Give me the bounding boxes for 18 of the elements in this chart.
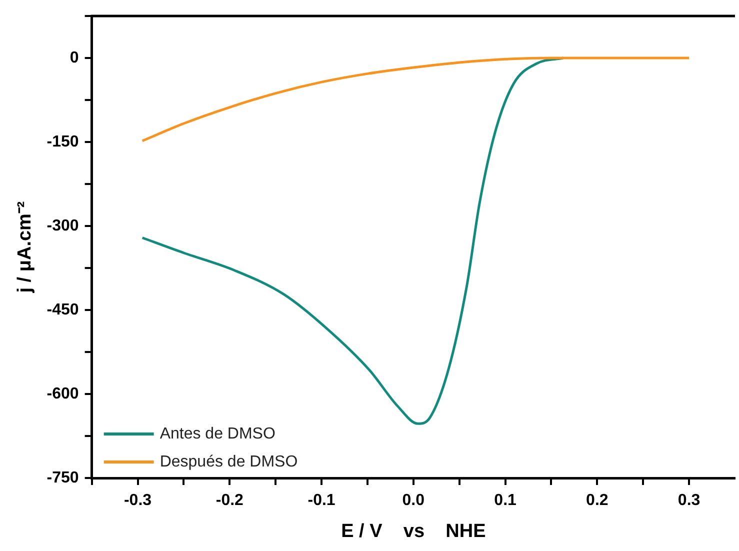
x-tick-label: -0.3 bbox=[124, 492, 152, 510]
x-tick-label: 0.0 bbox=[402, 492, 425, 510]
x-tick-label: -0.2 bbox=[216, 492, 244, 510]
line-series bbox=[141, 56, 690, 142]
x-tick-label: -0.1 bbox=[308, 492, 336, 510]
y-tick-label: -750 bbox=[46, 469, 79, 486]
legend-label: Antes de DMSO bbox=[160, 425, 276, 442]
x-axis-title: E / V vs NHE bbox=[341, 520, 486, 542]
x-tick-label: 0.1 bbox=[494, 492, 517, 510]
y-tick-label: -600 bbox=[46, 385, 79, 402]
x-tick-label: 0.3 bbox=[678, 492, 700, 510]
x-tick-label: 0.2 bbox=[586, 492, 608, 510]
y-tick-label: -150 bbox=[46, 133, 79, 150]
y-tick-label: -450 bbox=[46, 301, 79, 318]
y-axis-title: j / μA.cm⁻² bbox=[14, 201, 36, 294]
y-tick-label: 0 bbox=[70, 49, 79, 66]
legend-label: Después de DMSO bbox=[160, 453, 298, 470]
y-tick-label: -300 bbox=[46, 217, 79, 234]
